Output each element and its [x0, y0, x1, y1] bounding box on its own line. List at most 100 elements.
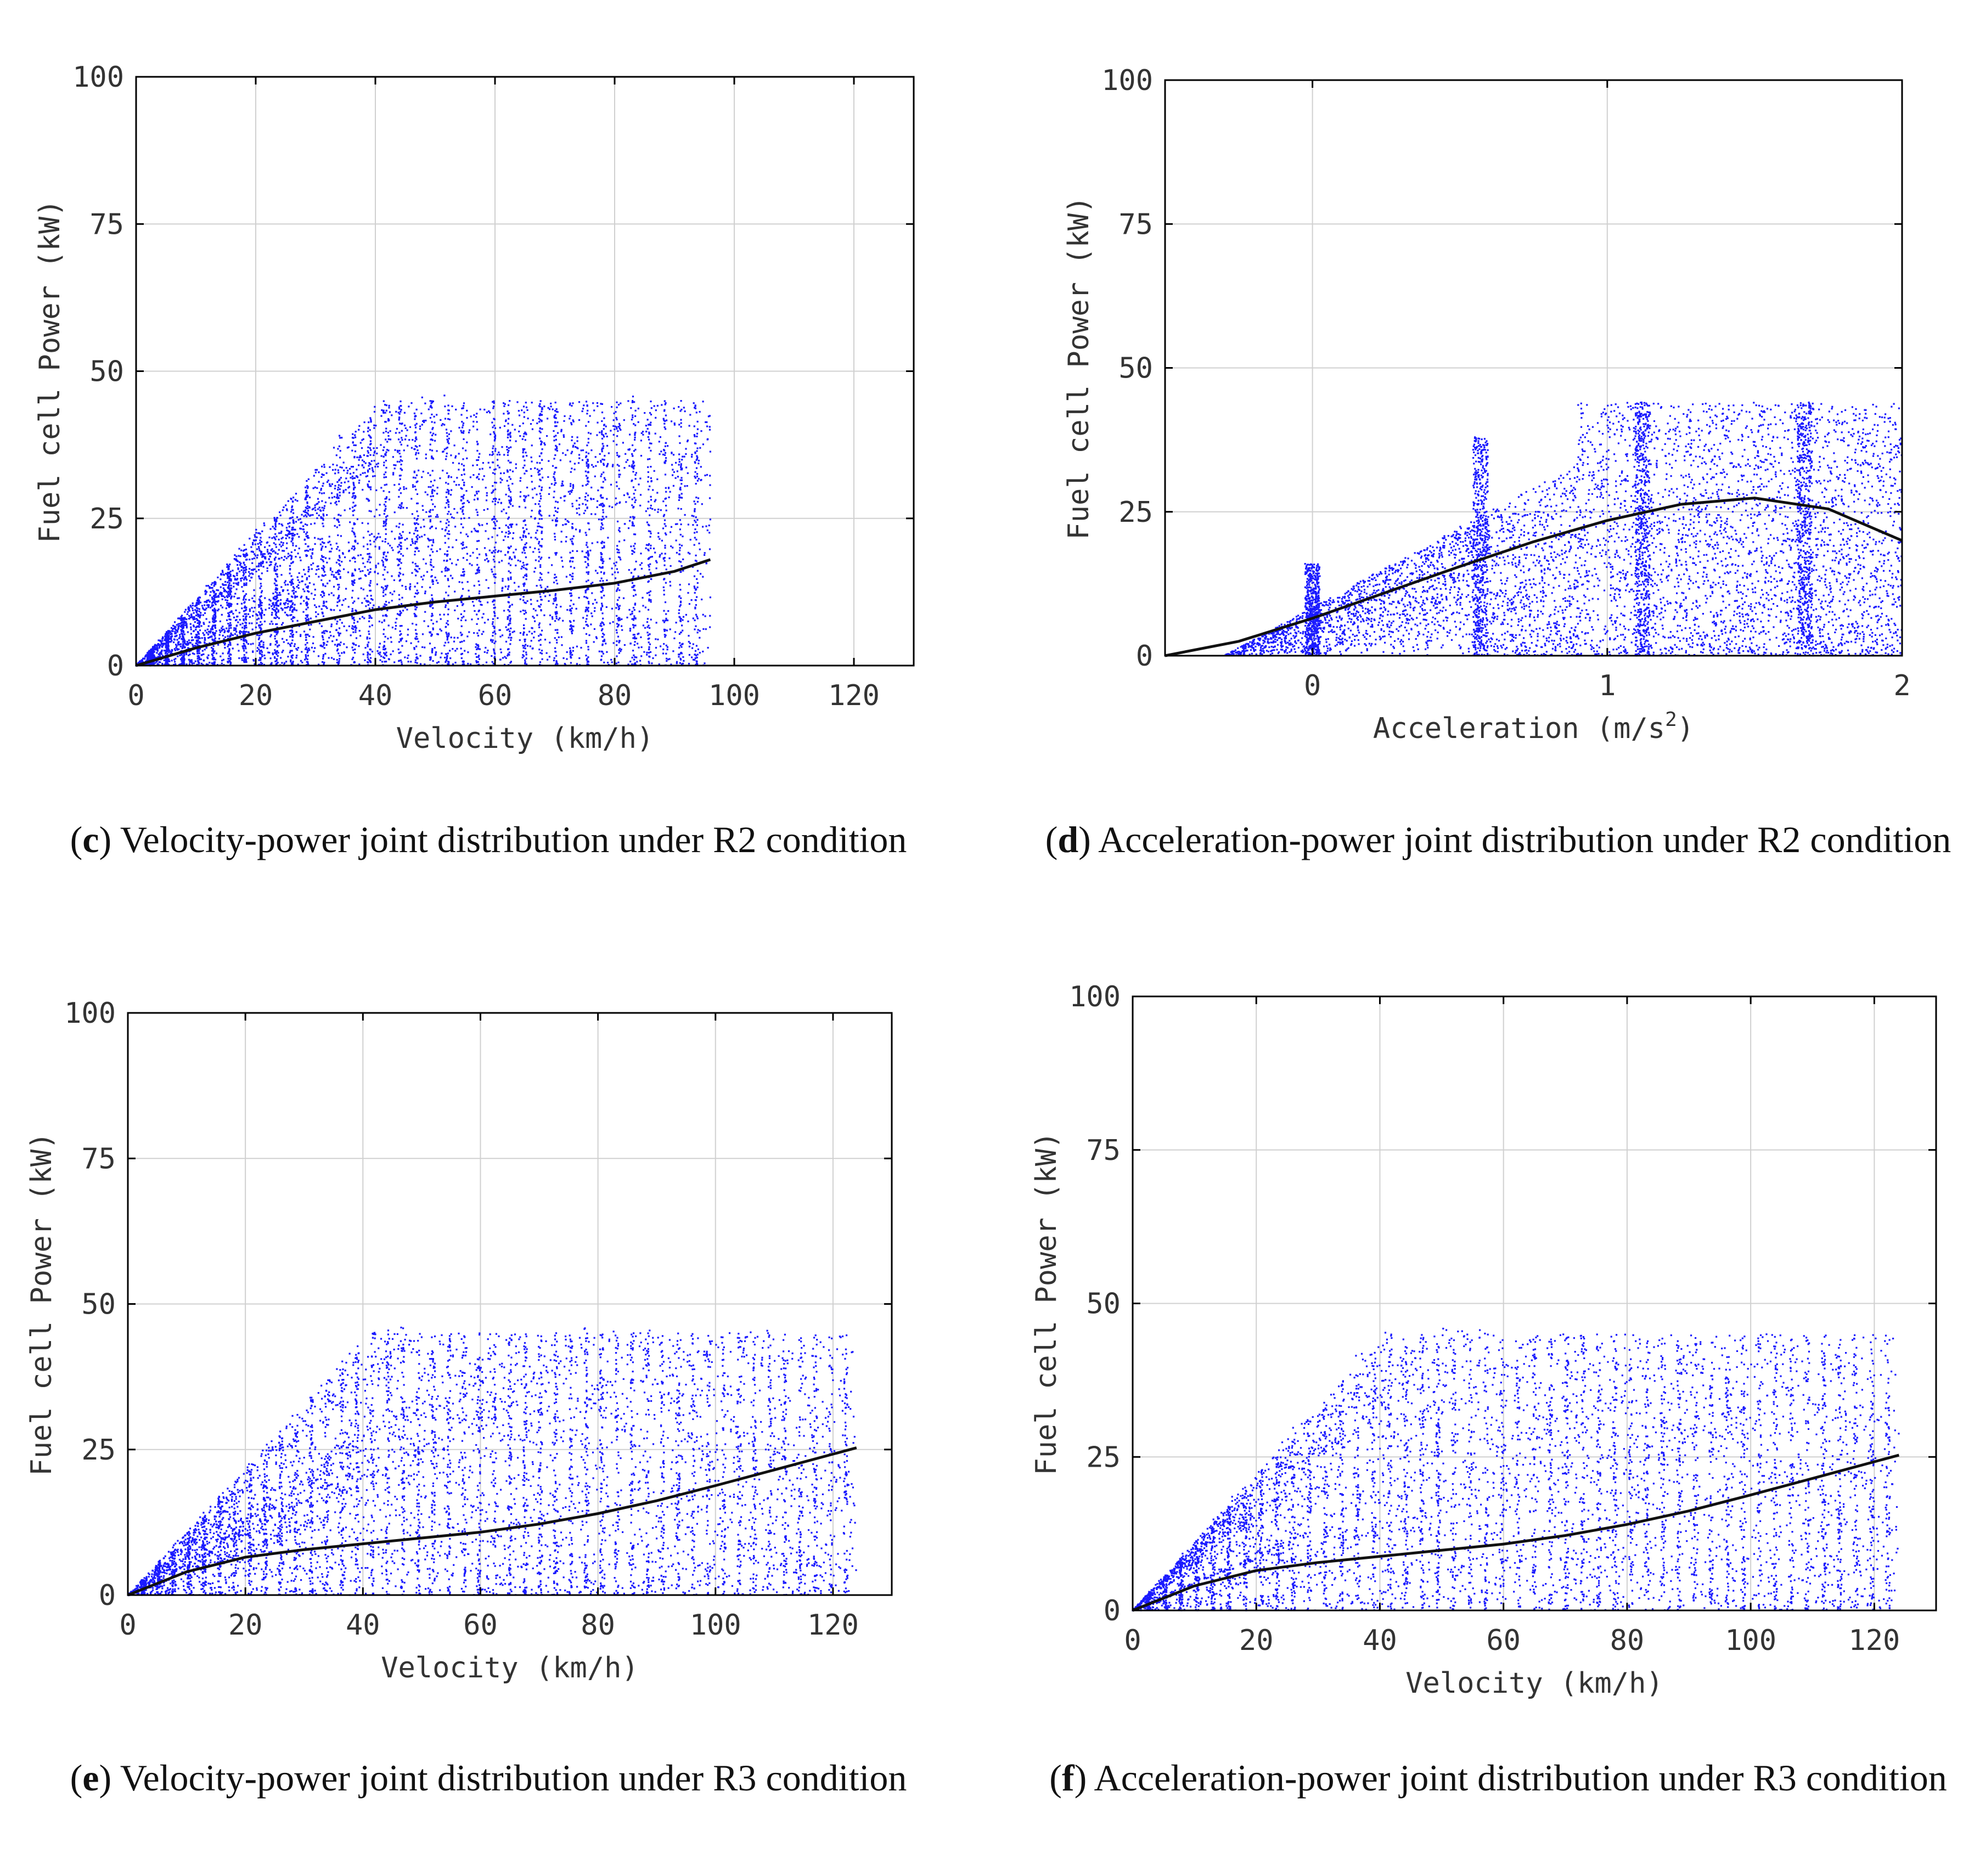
- scatter-point: [670, 545, 672, 547]
- scatter-point: [222, 607, 223, 609]
- scatter-point: [541, 650, 543, 651]
- scatter-point: [588, 453, 589, 454]
- scatter-point: [396, 428, 398, 430]
- scatter-point: [588, 571, 589, 573]
- scatter-point: [337, 598, 339, 599]
- scatter-point: [415, 646, 417, 647]
- scatter-point: [352, 625, 353, 627]
- scatter-point: [493, 521, 495, 523]
- scatter-point: [466, 442, 468, 443]
- scatter-point: [520, 477, 521, 479]
- scatter-point: [537, 526, 538, 527]
- scatter-point: [423, 526, 425, 527]
- scatter-point: [391, 641, 392, 643]
- scatter-point: [294, 643, 296, 645]
- scatter-point: [259, 550, 261, 551]
- scatter-point: [509, 652, 510, 653]
- scatter-point: [696, 531, 698, 533]
- scatter-point: [695, 408, 696, 409]
- scatter-point: [663, 589, 665, 591]
- panel-c: 0 20 40 60 80 100 1200255075100Velocity (km/h)…: [33, 61, 914, 755]
- scatter-point: [429, 540, 430, 542]
- scatter-point: [645, 548, 647, 549]
- scatter-point: [286, 543, 288, 544]
- scatter-point: [368, 559, 369, 560]
- scatter-point: [244, 564, 245, 566]
- scatter-point: [184, 633, 185, 635]
- scatter-point: [430, 495, 432, 497]
- scatter-point: [479, 554, 480, 555]
- scatter-point: [390, 592, 391, 594]
- scatter-point: [369, 510, 370, 512]
- scatter-point: [508, 495, 510, 497]
- scatter-point: [538, 635, 539, 636]
- scatter-point: [436, 550, 438, 552]
- scatter-point: [677, 470, 678, 472]
- scatter-point: [663, 423, 665, 425]
- scatter-point: [629, 520, 631, 522]
- scatter-point: [476, 632, 478, 634]
- scatter-point: [696, 476, 698, 477]
- scatter-point: [305, 656, 307, 657]
- scatter-point: [504, 536, 506, 537]
- scatter-point: [526, 487, 528, 488]
- scatter-point: [609, 558, 611, 560]
- scatter-point: [695, 599, 696, 601]
- scatter-point: [452, 462, 454, 464]
- scatter-point: [330, 626, 332, 627]
- scatter-point: [476, 421, 478, 422]
- scatter-point: [307, 607, 309, 609]
- scatter-point: [248, 613, 249, 615]
- scatter-point: [650, 401, 651, 402]
- scatter-point: [416, 458, 418, 459]
- scatter-point: [662, 454, 664, 455]
- scatter-point: [367, 447, 369, 448]
- scatter-point: [670, 491, 671, 493]
- scatter-point: [599, 651, 600, 652]
- scatter-point: [431, 619, 432, 621]
- scatter-point: [570, 650, 571, 651]
- scatter-point: [400, 568, 401, 570]
- scatter-point: [586, 607, 587, 609]
- scatter-point: [241, 627, 243, 628]
- scatter-point: [367, 638, 368, 640]
- scatter-point: [520, 537, 521, 538]
- scatter-point: [604, 477, 605, 479]
- scatter-point: [407, 634, 409, 635]
- scatter-point: [696, 525, 698, 526]
- scatter-point: [435, 651, 437, 653]
- scatter-point: [646, 626, 648, 628]
- scatter-point: [525, 402, 527, 403]
- scatter-point: [648, 646, 650, 648]
- scatter-point: [340, 515, 341, 516]
- scatter-point: [694, 619, 696, 621]
- scatter-point: [431, 615, 432, 617]
- scatter-point: [630, 613, 632, 615]
- scatter-point: [382, 540, 384, 542]
- scatter-point: [243, 562, 245, 564]
- scatter-point: [227, 635, 229, 637]
- scatter-point: [588, 610, 589, 612]
- scatter-point: [635, 410, 637, 412]
- scatter-point: [618, 607, 620, 609]
- scatter-point: [263, 641, 265, 643]
- scatter-point: [601, 578, 603, 579]
- scatter-point: [217, 644, 219, 646]
- scatter-point: [406, 548, 408, 549]
- scatter-point: [334, 644, 336, 645]
- scatter-point: [312, 562, 314, 564]
- scatter-point: [555, 439, 557, 441]
- scatter-point: [494, 566, 496, 568]
- scatter-point: [460, 532, 462, 533]
- scatter-point: [562, 485, 564, 486]
- scatter-point: [318, 481, 320, 483]
- scatter-point: [369, 607, 370, 609]
- scatter-point: [229, 582, 230, 584]
- scatter-point: [447, 624, 449, 626]
- scatter-point: [530, 516, 532, 517]
- scatter-point: [377, 650, 379, 652]
- scatter-point: [555, 576, 557, 578]
- scatter-point: [491, 568, 492, 570]
- scatter-point: [544, 639, 546, 640]
- scatter-point: [238, 650, 239, 651]
